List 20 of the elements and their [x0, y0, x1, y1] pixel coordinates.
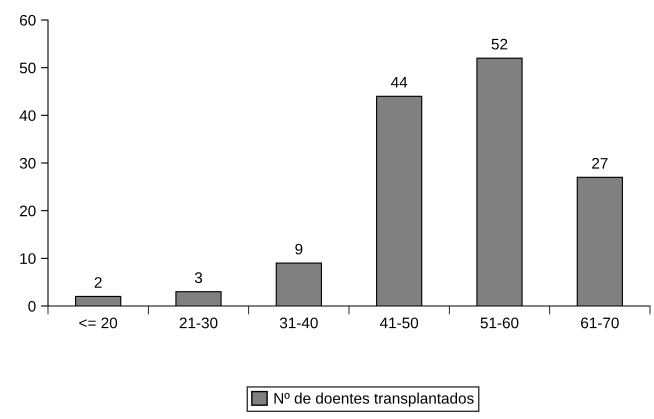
x-tick-label: 21-30: [180, 318, 218, 328]
y-tick-label: 40: [20, 110, 36, 122]
y-tick-label: 60: [20, 14, 36, 26]
data-label: 52: [492, 38, 508, 50]
y-tick-label: 50: [20, 62, 36, 74]
data-label: 3: [194, 272, 202, 284]
data-label: 27: [592, 158, 608, 169]
x-tick-label: <= 20: [79, 318, 118, 328]
y-tick-label: 10: [20, 253, 36, 264]
data-label: 44: [391, 77, 408, 88]
x-tick-label: 31-40: [280, 318, 318, 328]
data-label: 9: [295, 244, 302, 255]
y-tick-label: 0: [28, 300, 36, 312]
x-tick-label: 51-60: [480, 318, 518, 328]
data-label: 2: [94, 277, 102, 288]
x-tick-label: 61-70: [581, 318, 619, 328]
y-tick-label: 20: [20, 206, 36, 216]
y-tick-label: 30: [20, 158, 36, 169]
legend-label: Nº de doentes transplantados: [274, 392, 474, 407]
x-tick-label: 41-50: [380, 318, 418, 328]
